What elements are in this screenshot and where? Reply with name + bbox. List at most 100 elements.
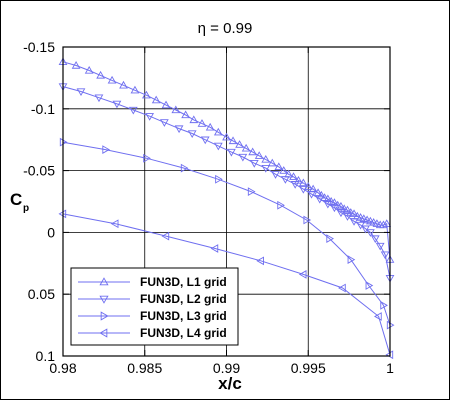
data-point [130,85,140,94]
series-line [62,86,391,279]
data-point [308,184,318,193]
data-point [370,235,380,244]
data-point [76,88,86,97]
y-tick-label: -0.1 [31,101,55,117]
data-point [200,136,210,145]
series-line [62,213,391,355]
data-point [280,176,290,184]
x-axis-label: x/c [218,374,242,393]
data-point [248,147,258,156]
data-point [210,244,219,253]
data-point [71,61,81,69]
data-point [294,175,303,184]
data-point [142,90,151,99]
x-tick-label: 0.995 [291,360,326,376]
legend-marker [99,277,109,286]
series-line [62,61,391,260]
chart-title: η = 0.99 [198,20,253,37]
data-point [161,100,171,109]
x-tick-label: 1 [386,360,394,376]
data-point [366,229,375,237]
data-point [96,70,105,79]
data-point [330,198,339,206]
data-point [382,219,392,227]
data-point [151,95,161,104]
data-point [213,142,223,151]
data-point [187,130,197,139]
data-point [343,205,352,214]
data-point [303,215,312,225]
y-tick-label: -0.05 [23,163,55,179]
data-point [222,132,231,141]
data-point [274,162,284,171]
data-point [380,300,388,310]
data-point [315,195,325,204]
data-point [174,125,184,134]
data-point [279,166,289,174]
legend-item: FUN3D, L4 grid [78,326,227,340]
data-point [159,119,169,127]
data-point [298,185,308,194]
data-point [171,105,181,114]
legend-item: FUN3D, L1 grid [78,275,227,289]
data-point [347,255,356,264]
data-point [356,221,365,230]
data-point [180,163,189,173]
legend-marker [99,295,109,304]
x-tick-label: 0.98 [49,360,76,376]
legend-item: FUN3D, L3 grid [78,309,227,323]
data-point [298,270,307,279]
data-point [181,110,191,119]
data-point [277,200,285,210]
series-2 [58,83,395,283]
data-point [343,213,352,221]
data-point [247,187,256,196]
legend-label: FUN3D, L3 grid [140,309,227,323]
data-point [110,219,119,229]
data-point [338,283,346,293]
data-point [271,171,280,179]
data-point [213,127,223,136]
data-point [375,242,385,251]
data-point [102,145,111,154]
series-group [58,57,395,360]
data-point [249,160,259,168]
data-point [336,209,346,218]
data-point [227,148,236,157]
data-point [261,154,271,163]
y-axis-label-subscript: p [23,203,29,214]
y-tick-label: 0.05 [28,286,55,302]
data-point [307,190,316,199]
legend-label: FUN3D, L1 grid [140,275,227,289]
data-point [205,122,215,131]
data-point [267,158,277,167]
y-tick-label: -0.15 [23,39,55,55]
axis-ticks: 0.98 0.985 0.99 0.995 1 -0.15 -0.1 -0.05 0 0.05 0.… [23,39,394,376]
legend-label: FUN3D, L2 grid [140,292,227,306]
data-point [336,201,346,210]
legend-label: FUN3D, L4 grid [140,326,227,340]
legend-item: FUN3D, L2 grid [78,292,227,306]
series-line [62,141,391,326]
x-tick-label: 0.99 [213,360,240,376]
data-point [145,113,155,121]
data-point [235,140,244,148]
data-point [254,151,264,159]
data-point [323,194,333,203]
legend-box [70,267,239,346]
data-point [316,190,326,199]
data-point [326,234,335,243]
data-point [119,80,128,89]
legend-marker [99,328,108,338]
data-point [374,312,382,321]
data-point [365,281,374,290]
data-point [161,231,170,241]
data-point [215,174,223,184]
data-point [380,251,390,260]
y-tick-label: 0 [47,224,55,240]
data-point [94,94,104,103]
data-point [189,115,199,124]
y-axis-label: C [10,190,22,209]
series-4 [58,209,394,360]
data-point [289,172,298,180]
